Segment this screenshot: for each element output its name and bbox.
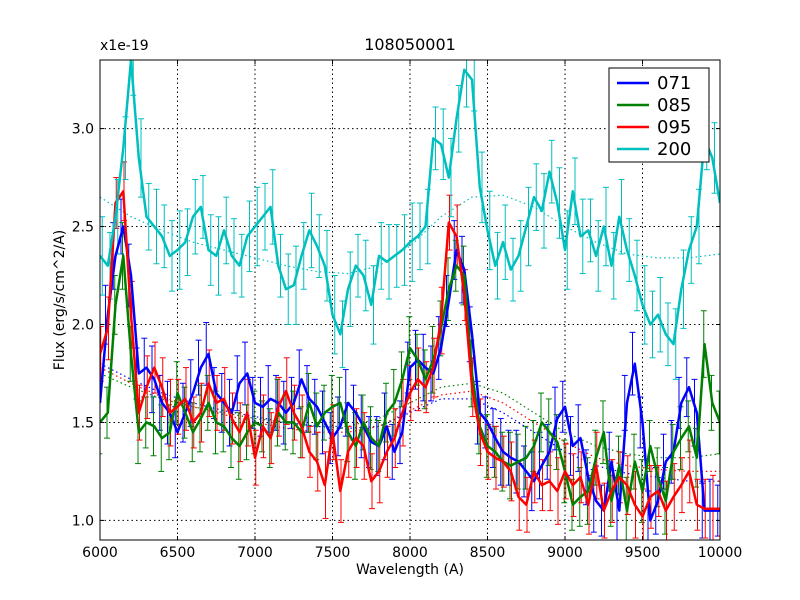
x-tick-label: 7000	[237, 545, 273, 561]
fit-curve-085-fit	[100, 372, 720, 459]
series-layer	[100, 60, 720, 522]
series-line-085	[100, 254, 720, 512]
x-tick-label: 7500	[315, 545, 351, 561]
tick-layer: 6000 6500 7000 7500 8000 8500 9000 9500 10000 1.0…	[72, 60, 743, 561]
chart-title: 108050001	[364, 35, 456, 54]
x-tick-label: 9500	[625, 545, 661, 561]
fit-curve-200-fit	[100, 194, 720, 275]
series-line-071	[100, 225, 720, 522]
legend-label-071: 071	[657, 73, 691, 94]
legend-label-200: 200	[657, 139, 691, 160]
x-tick-label: 8000	[392, 545, 428, 561]
x-tick-label: 9000	[547, 545, 583, 561]
y-axis-label: Flux (erg/s/cm^2/A)	[52, 230, 68, 370]
legend-label-095: 095	[657, 117, 691, 138]
y-offset-label: x1e-19	[100, 38, 149, 54]
legend-label-085: 085	[657, 95, 691, 116]
series-line-095	[100, 190, 720, 518]
x-tick-label: 10000	[698, 545, 743, 561]
y-tick-label: 3.0	[72, 122, 94, 138]
x-axis-label: Wavelength (A)	[356, 562, 464, 578]
x-tick-label: 6500	[160, 545, 196, 561]
x-tick-label: 6000	[82, 545, 118, 561]
y-tick-label: 2.0	[72, 317, 94, 333]
x-tick-label: 8500	[470, 545, 506, 561]
fit-curves-layer	[100, 194, 720, 482]
y-tick-label: 2.5	[72, 220, 94, 236]
series-line-200	[100, 60, 720, 346]
fit-curve-095-fit	[100, 367, 720, 472]
y-tick-label: 1.5	[72, 415, 94, 431]
y-tick-label: 1.0	[72, 513, 94, 529]
